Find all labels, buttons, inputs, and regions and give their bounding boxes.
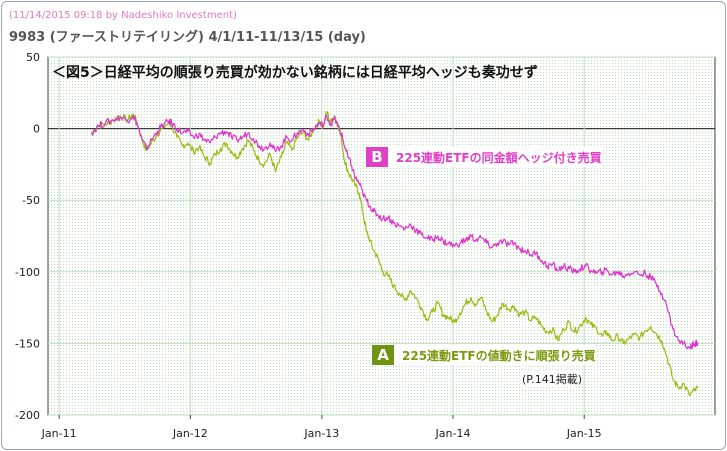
series-a-name: 225連動ETFの値動きに順張り売買: [402, 348, 596, 363]
y-tick-label: 0: [33, 123, 40, 136]
y-tick-label: 50: [26, 51, 40, 64]
series-line-b: [90, 114, 699, 350]
y-tick-label: -200: [15, 409, 40, 422]
x-tick-label: Jan-11: [41, 427, 77, 440]
chart-title: ＜図5＞日経平均の順張り売買が効かない銘柄には日経平均ヘッジも奏功せず: [52, 65, 538, 81]
series-b-badge: B: [366, 147, 388, 167]
y-tick-label: -50: [22, 194, 40, 207]
series-b-name: 225連動ETFの同金額ヘッジ付き売買: [396, 150, 602, 165]
series-b-label: B 225連動ETFの同金額ヘッジ付き売買: [366, 147, 602, 167]
x-tick-label: Jan-13: [303, 427, 339, 440]
series-a-badge: A: [372, 345, 394, 365]
y-tick-label: -100: [15, 266, 40, 279]
series-a-label: A 225連動ETFの値動きに順張り売買: [372, 345, 596, 365]
grid-layer: [48, 56, 715, 416]
y-tick-label: -150: [15, 337, 40, 350]
watermark-text: (11/14/2015 09:18 by Nadeshiko Investmen…: [9, 10, 237, 21]
series-layer: [90, 110, 699, 396]
x-tick-label: Jan-14: [435, 427, 471, 440]
series-a-note: (P.141掲載): [522, 371, 582, 387]
x-tick-label: Jan-12: [172, 427, 208, 440]
x-tick-label: Jan-15: [566, 427, 602, 440]
chart-subtitle: 9983 (ファーストリテイリング) 4/1/11-11/13/15 (day): [9, 30, 366, 45]
series-line-a: [91, 110, 699, 396]
